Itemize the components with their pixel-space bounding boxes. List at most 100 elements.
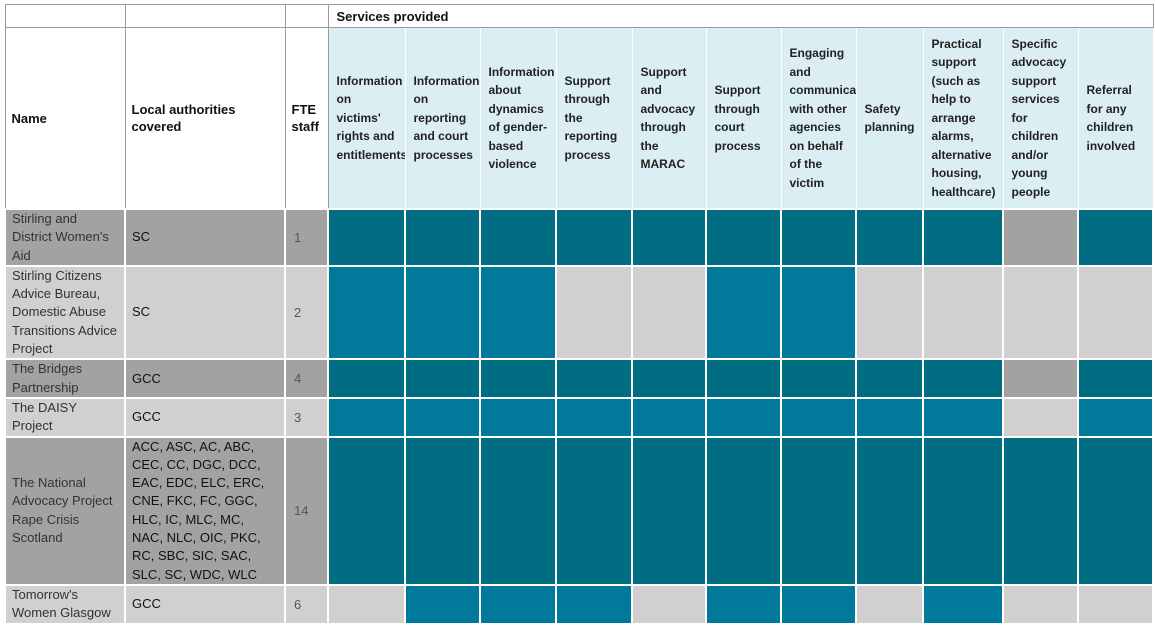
service-cell (1077, 264, 1154, 361)
fte-staff: 3 (284, 396, 329, 438)
service-cell (479, 583, 557, 625)
service-column-header: Safety planning (855, 27, 924, 210)
service-cell (1002, 583, 1079, 625)
service-cell (922, 208, 1004, 267)
service-cell (705, 396, 782, 438)
service-cell (780, 208, 857, 267)
service-cell (855, 583, 924, 625)
service-cell (555, 208, 633, 267)
organisation-name: The Bridges Partnership (4, 358, 126, 399)
service-cell (922, 358, 1004, 399)
service-cell (855, 396, 924, 438)
service-cell (479, 358, 557, 399)
service-cell (631, 435, 707, 586)
service-cell (922, 264, 1004, 361)
service-cell (855, 264, 924, 361)
service-column-header: Specific advocacy support services for c… (1002, 27, 1079, 210)
service-cell (404, 396, 481, 438)
service-column-header: Information about dynamics of gender-bas… (479, 27, 557, 210)
fte-staff: 2 (284, 264, 329, 361)
fte-staff: 14 (284, 435, 329, 586)
service-cell (327, 264, 406, 361)
service-cell (1077, 396, 1154, 438)
service-cell (555, 583, 633, 625)
service-cell (1002, 358, 1079, 399)
service-cell (404, 358, 481, 399)
service-cell (1077, 583, 1154, 625)
service-cell (327, 396, 406, 438)
fte-staff: 6 (284, 583, 329, 625)
service-cell (705, 208, 782, 267)
table-row: Stirling Citizens Advice Bureau, Domesti… (4, 264, 1154, 361)
service-cell (555, 435, 633, 586)
service-column-header: Support through the reporting process (555, 27, 633, 210)
service-cell (780, 435, 857, 586)
service-cell (327, 583, 406, 625)
service-column-header: Information on victims' rights and entit… (327, 27, 406, 210)
service-cell (705, 264, 782, 361)
organisation-name: The National Advocacy Project Rape Crisi… (4, 435, 126, 586)
service-cell (479, 435, 557, 586)
service-column-header: Practical support (such as help to arran… (922, 27, 1004, 210)
service-column-header: Engaging and communicating with other ag… (780, 27, 857, 210)
service-cell (780, 358, 857, 399)
service-column-header: Support and advocacy through the MARAC (631, 27, 707, 210)
service-cell (780, 396, 857, 438)
service-cell (404, 208, 481, 267)
service-cell (855, 358, 924, 399)
service-cell (479, 208, 557, 267)
local-authorities: GCC (124, 583, 286, 625)
service-cell (327, 208, 406, 267)
service-cell (780, 583, 857, 625)
service-cell (631, 208, 707, 267)
service-cell (631, 264, 707, 361)
local-authorities-column-header: Local authorities covered (124, 27, 286, 210)
services-provided-title: Services provided (327, 4, 1154, 28)
local-authorities: ACC, ASC, AC, ABC, CEC, CC, DGC, DCC, EA… (124, 435, 286, 586)
service-cell (327, 358, 406, 399)
service-cell (1002, 396, 1079, 438)
name-column-header: Name (4, 27, 126, 210)
local-authorities: SC (124, 264, 286, 361)
service-cell (705, 583, 782, 625)
service-cell (479, 264, 557, 361)
services-table: Services provided Name Local authorities… (4, 4, 1154, 625)
service-cell (555, 396, 633, 438)
service-cell (705, 435, 782, 586)
service-cell (855, 435, 924, 586)
service-column-header: Information on reporting and court proce… (404, 27, 481, 210)
fte-staff: 1 (284, 208, 329, 267)
header-blank-name (4, 4, 126, 28)
service-cell (922, 435, 1004, 586)
service-cell (1002, 208, 1079, 267)
table-row: The Bridges Partnership GCC 4 (4, 358, 1154, 399)
service-cell (1077, 208, 1154, 267)
service-cell (404, 583, 481, 625)
organisation-name: The DAISY Project (4, 396, 126, 438)
service-cell (479, 396, 557, 438)
service-cell (404, 435, 481, 586)
header-blank-fte (284, 4, 329, 28)
service-cell (631, 358, 707, 399)
title-row: Services provided (4, 4, 1154, 28)
service-cell (855, 208, 924, 267)
service-cell (705, 358, 782, 399)
service-cell (922, 396, 1004, 438)
organisation-name: Stirling and District Women's Aid (4, 208, 126, 267)
service-cell (1077, 358, 1154, 399)
service-cell (555, 358, 633, 399)
service-cell (1002, 435, 1079, 586)
service-cell (780, 264, 857, 361)
table-row: Stirling and District Women's Aid SC 1 (4, 208, 1154, 267)
service-cell (555, 264, 633, 361)
service-cell (631, 583, 707, 625)
service-cell (631, 396, 707, 438)
table-body: Stirling and District Women's Aid SC 1 Stir… (4, 208, 1154, 625)
service-column-header: Support through court process (705, 27, 782, 210)
service-cell (404, 264, 481, 361)
table-row: The DAISY Project GCC 3 (4, 396, 1154, 438)
service-cell (327, 435, 406, 586)
fte-column-header: FTE staff (284, 27, 329, 210)
service-column-header: Referral for any children involved (1077, 27, 1154, 210)
fte-staff: 4 (284, 358, 329, 399)
